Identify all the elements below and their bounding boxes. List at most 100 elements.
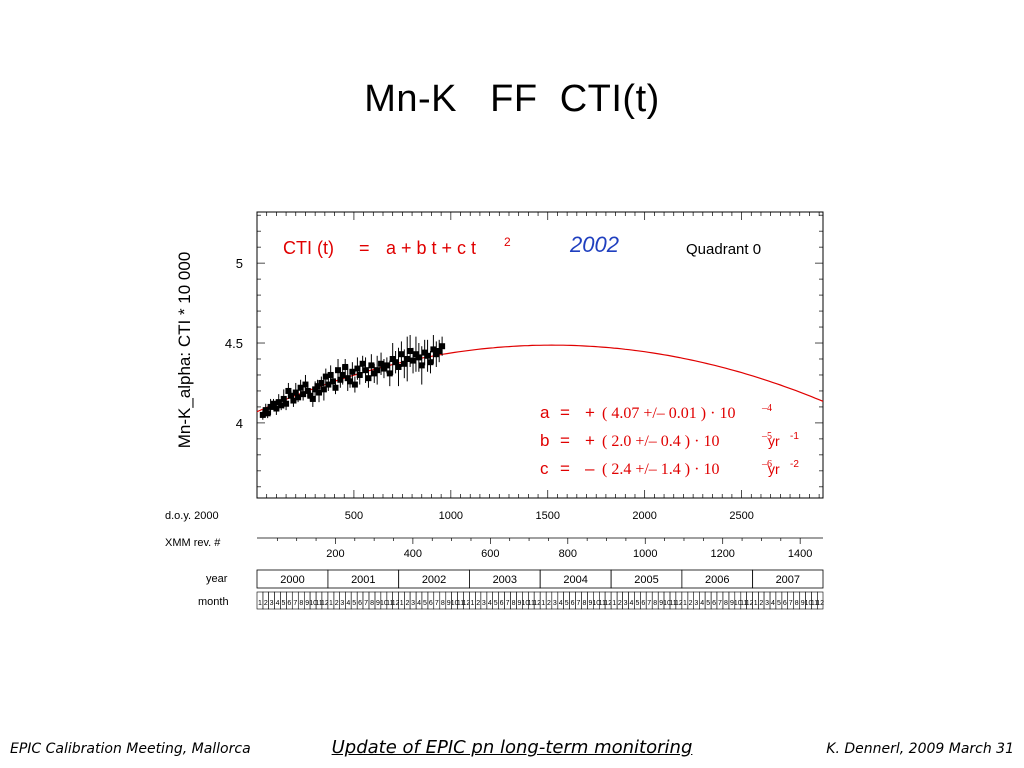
month-cell-label: 10: [592, 600, 600, 607]
month-row-label: month: [198, 596, 229, 608]
y-tick-label: 4: [236, 416, 243, 431]
month-cell-label: 11: [811, 600, 818, 607]
data-point: [401, 360, 408, 367]
month-cell-label: 5: [423, 600, 427, 607]
month-cell-label: 4: [630, 600, 634, 607]
month-cell-label: 8: [512, 600, 516, 607]
data-point: [290, 397, 297, 404]
data-point: [332, 384, 339, 391]
month-cell-label: 7: [364, 600, 368, 607]
data-point: [359, 360, 366, 367]
month-cell-label: 7: [293, 600, 297, 607]
month-cell-label: 5: [352, 600, 356, 607]
month-cell-label: 4: [346, 600, 350, 607]
month-cell-label: 7: [577, 600, 581, 607]
xmm-rev-label: XMM rev. #: [165, 537, 221, 549]
fit-parameters: a = + ( 4.07 +/– 0.01 ) · 10 –4 b = + ( 2.0 +/– …: [540, 403, 799, 478]
month-cell-label: 12: [321, 600, 329, 607]
month-cell-label: 6: [500, 600, 504, 607]
month-cell-label: 6: [358, 600, 362, 607]
param-eq: =: [560, 431, 570, 450]
param-sign: +: [585, 403, 595, 422]
formula-lhs: CTI (t): [283, 238, 334, 258]
month-cell-label: 2: [689, 600, 693, 607]
month-cell-label: 11: [669, 600, 676, 607]
data-point: [275, 399, 282, 406]
footer-talk-title: Update of EPIC pn long-term monitoring: [331, 737, 693, 758]
month-cell-label: 1: [541, 600, 545, 607]
month-cell-label: 8: [795, 600, 799, 607]
data-point: [349, 368, 356, 375]
xmm-tick-label: 1200: [710, 548, 734, 560]
data-point: [421, 349, 428, 356]
year-cell-label: 2007: [776, 574, 800, 586]
formula-exponent: 2: [504, 235, 511, 249]
month-cell-label: 6: [429, 600, 433, 607]
month-cell-label: 5: [282, 600, 286, 607]
year-cells: 2000 2001 2002 2003 2004 2005 2006 2007: [256, 569, 824, 589]
xmm-tick-label: 600: [481, 548, 499, 560]
month-cell-label: 3: [411, 600, 415, 607]
year-bar: year 2000 2001 2002 2003 2004 2005 2006 2007: [206, 569, 824, 589]
data-points-group: [259, 335, 446, 420]
month-cell-label: 4: [700, 600, 704, 607]
data-point: [287, 392, 294, 399]
month-cell-label: 10: [805, 600, 813, 607]
x-tick-label: 500: [345, 510, 363, 522]
month-cell-label: 11: [315, 600, 322, 607]
x-tick-label: 1500: [536, 510, 560, 522]
month-cell-label: 2: [476, 600, 480, 607]
month-cell-label: 2: [264, 600, 268, 607]
data-point: [316, 389, 323, 396]
month-cell-label: 4: [276, 600, 280, 607]
month-cell-label: 11: [740, 600, 747, 607]
year-cell-label: 2006: [705, 574, 729, 586]
month-cell-label: 3: [694, 600, 698, 607]
param-exponent: –4: [761, 403, 772, 414]
month-cell-label: 12: [675, 600, 683, 607]
param-unit-exponent: -2: [790, 459, 799, 470]
year-cell-label: 2000: [280, 574, 304, 586]
param-value: ( 2.4 +/– 1.4 ) · 10: [602, 461, 719, 478]
xmm-tick-label: 200: [326, 548, 344, 560]
data-point: [329, 378, 336, 385]
data-point: [427, 359, 434, 366]
month-cell-label: 10: [309, 600, 317, 607]
data-point: [335, 367, 342, 374]
footer-author-date: K. Dennerl, 2009 March 31: [826, 741, 1014, 757]
param-value: ( 2.0 +/– 0.4 ) · 10: [602, 433, 719, 450]
data-point: [395, 363, 402, 370]
data-point: [327, 371, 334, 378]
month-cell-label: 9: [588, 600, 592, 607]
data-point: [307, 392, 314, 399]
month-cell-label: 6: [571, 600, 575, 607]
xmm-tick-label: 1400: [788, 548, 812, 560]
data-point: [404, 355, 411, 362]
month-cell-label: 7: [435, 600, 439, 607]
data-point: [407, 348, 414, 355]
param-eq: =: [560, 403, 570, 422]
data-point: [386, 370, 393, 377]
formula-rhs: a + b t + c t: [386, 238, 476, 258]
month-cell-label: 1: [612, 600, 616, 607]
data-point: [270, 400, 277, 407]
data-point: [304, 387, 311, 394]
xmm-tick-label: 400: [404, 548, 422, 560]
footer-meeting: EPIC Calibration Meeting, Mallorca: [10, 741, 251, 757]
month-cell-label: 3: [482, 600, 486, 607]
month-cell-label: 12: [604, 600, 612, 607]
param-exponent: –6: [761, 459, 772, 470]
month-cell-label: 8: [441, 600, 445, 607]
data-point: [351, 381, 358, 388]
data-point: [383, 362, 390, 369]
month-cell-label: 10: [521, 600, 529, 607]
month-cell-label: 11: [457, 600, 464, 607]
fit-curve: [256, 344, 824, 413]
year-cell: [752, 569, 824, 589]
data-point: [347, 378, 354, 385]
data-point: [415, 354, 422, 361]
month-cell-label: 7: [718, 600, 722, 607]
year-cell-label: 2005: [634, 574, 658, 586]
y-tick-label: 4.5: [225, 336, 243, 351]
